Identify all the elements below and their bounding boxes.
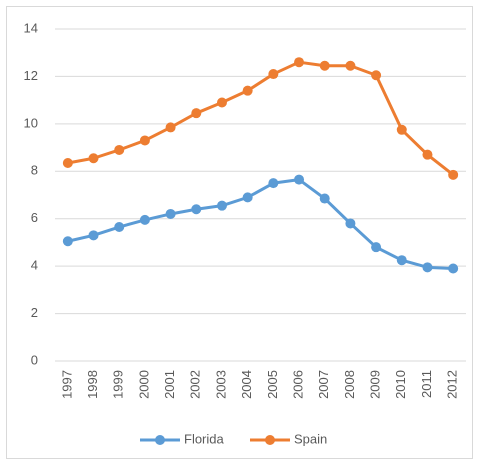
- point: [268, 178, 279, 189]
- point: [396, 255, 407, 266]
- legend-marker: [265, 435, 275, 445]
- x-tick-label: 2005: [265, 370, 280, 399]
- y-tick-label: 4: [31, 258, 38, 273]
- point: [114, 222, 125, 233]
- point: [448, 169, 459, 180]
- legend-label: Spain: [294, 431, 327, 446]
- x-tick-label: 2001: [162, 370, 177, 399]
- x-tick-label: 2002: [188, 370, 203, 399]
- x-tick-label: 2007: [316, 370, 331, 399]
- point: [319, 193, 330, 204]
- point: [242, 192, 253, 203]
- point: [242, 85, 253, 96]
- y-tick-label: 0: [31, 352, 38, 367]
- point: [62, 157, 73, 168]
- x-tick-label: 2004: [239, 370, 254, 399]
- x-tick-label: 1998: [85, 370, 100, 399]
- point: [191, 108, 202, 119]
- point: [88, 153, 99, 164]
- point: [165, 208, 176, 219]
- point: [448, 263, 459, 274]
- point: [165, 122, 176, 133]
- point: [319, 60, 330, 71]
- point: [422, 262, 433, 273]
- point: [294, 174, 305, 185]
- y-tick-label: 10: [24, 115, 38, 130]
- point: [268, 69, 279, 80]
- x-tick-label: 2011: [419, 370, 434, 398]
- point: [371, 70, 382, 81]
- series-line: [67, 60, 455, 177]
- y-tick-label: 8: [31, 163, 38, 178]
- legend-marker: [155, 435, 165, 445]
- point: [216, 200, 227, 211]
- point: [345, 60, 356, 71]
- point: [294, 57, 305, 68]
- point: [216, 97, 227, 108]
- x-tick-label: 2009: [368, 370, 383, 399]
- point: [422, 149, 433, 160]
- chart-border: [6, 6, 473, 459]
- x-tick-label: 2012: [445, 370, 460, 399]
- point: [114, 144, 125, 155]
- point: [371, 242, 382, 253]
- point: [345, 218, 356, 229]
- x-tick-label: 2000: [136, 370, 151, 399]
- x-tick-label: 2003: [213, 370, 228, 399]
- point: [88, 230, 99, 241]
- y-tick-label: 12: [24, 68, 38, 83]
- x-tick-label: 2008: [342, 370, 357, 399]
- point: [139, 135, 150, 146]
- x-tick-label: 2006: [290, 370, 305, 399]
- point: [62, 236, 73, 247]
- series-line: [67, 178, 454, 271]
- point: [139, 214, 150, 225]
- x-tick-label: 2010: [393, 370, 408, 399]
- point: [396, 124, 407, 135]
- point: [191, 204, 202, 215]
- x-tick-label: 1999: [111, 370, 126, 399]
- x-tick-label: 1997: [59, 370, 74, 399]
- y-tick-label: 2: [31, 305, 38, 320]
- legend-label: Florida: [184, 431, 225, 446]
- y-tick-label: 6: [31, 210, 38, 225]
- y-tick-label: 14: [24, 20, 38, 35]
